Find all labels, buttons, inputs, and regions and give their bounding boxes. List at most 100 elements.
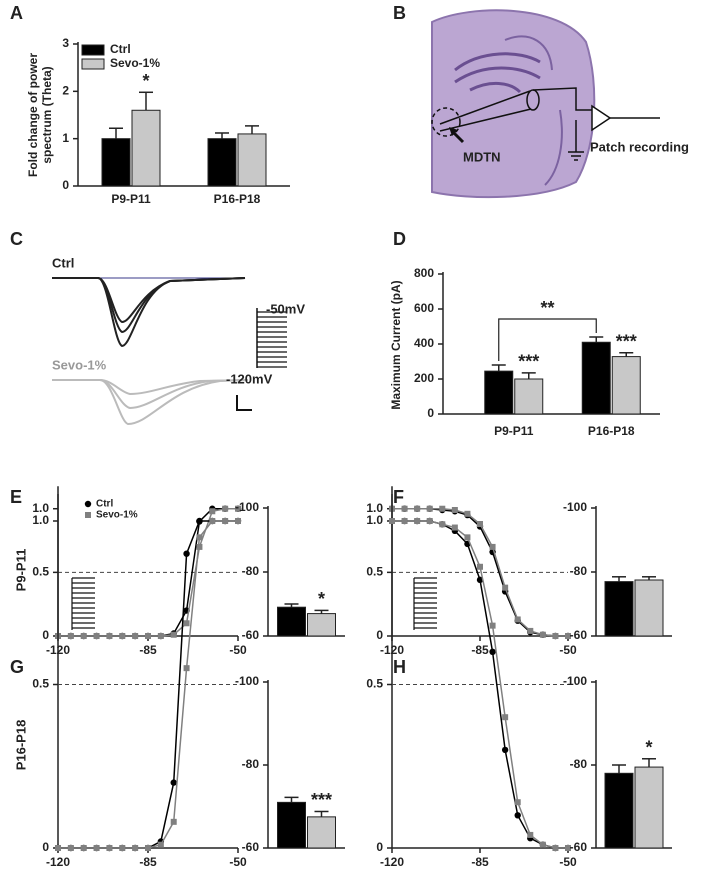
point xyxy=(157,841,164,848)
point xyxy=(565,633,571,639)
point xyxy=(80,633,87,639)
legend-swatch xyxy=(81,58,105,70)
point xyxy=(389,518,395,524)
point xyxy=(80,845,87,851)
annotation: Patch recording xyxy=(590,139,689,154)
point xyxy=(502,714,509,721)
bar xyxy=(611,356,641,415)
y-tick-label: 1.0 xyxy=(366,513,383,527)
point xyxy=(170,779,177,786)
panel-label: H xyxy=(393,657,406,677)
series-line xyxy=(58,507,238,637)
y-tick-label: -60 xyxy=(242,840,260,854)
point xyxy=(119,845,126,851)
point xyxy=(539,631,546,638)
bar xyxy=(484,370,514,415)
point xyxy=(489,622,496,629)
point xyxy=(183,665,190,672)
point xyxy=(106,633,113,639)
y-tick-label: 0 xyxy=(376,840,383,854)
bar xyxy=(277,606,306,637)
y-tick-label: 0 xyxy=(427,406,434,420)
significance-label: *** xyxy=(518,352,539,372)
point xyxy=(106,845,113,851)
y-axis-label: spectrum (Theta) xyxy=(40,66,54,163)
y-tick-label: 0 xyxy=(62,178,69,192)
x-tick-label: -50 xyxy=(229,643,247,657)
significance-label: *** xyxy=(616,332,637,352)
bar xyxy=(581,341,611,415)
legend-marker xyxy=(84,500,92,508)
point xyxy=(439,521,446,528)
bar xyxy=(514,378,544,415)
point xyxy=(145,633,151,639)
y-tick-label: 0 xyxy=(42,840,49,854)
panel-label: B xyxy=(393,3,406,23)
trace-label: Sevo-1% xyxy=(52,357,107,372)
point xyxy=(502,584,509,591)
point xyxy=(539,841,546,848)
point xyxy=(196,534,203,541)
point xyxy=(196,517,203,525)
x-tick-label: -50 xyxy=(559,855,577,869)
panel-label: C xyxy=(10,229,23,249)
point xyxy=(93,845,100,851)
x-tick-label: -50 xyxy=(559,643,577,657)
y-tick-label: 600 xyxy=(414,301,434,315)
y-tick-label: -60 xyxy=(242,628,260,642)
y-tick-label: 0 xyxy=(42,628,49,642)
y-tick-label: 0.5 xyxy=(366,677,383,691)
point xyxy=(489,543,496,550)
point xyxy=(67,633,74,639)
bar xyxy=(237,133,267,187)
point xyxy=(414,505,421,512)
x-tick-label: P9-P11 xyxy=(111,192,151,206)
x-tick-label: -50 xyxy=(229,855,247,869)
point xyxy=(55,845,61,851)
significance-label: *** xyxy=(311,790,332,810)
point xyxy=(235,505,241,512)
row-label: P16-P18 xyxy=(13,720,28,771)
bar xyxy=(307,816,336,849)
y-tick-label: -80 xyxy=(570,564,588,578)
y-axis-label: Maximum Current (pA) xyxy=(389,280,403,409)
y-tick-label: 0 xyxy=(376,628,383,642)
voltage-protocol xyxy=(71,311,437,630)
y-tick-label: 400 xyxy=(414,336,434,350)
x-tick-label: -85 xyxy=(471,855,489,869)
bar xyxy=(131,109,161,187)
point xyxy=(476,576,484,584)
point xyxy=(477,521,483,527)
point xyxy=(514,799,521,806)
point xyxy=(183,550,190,557)
point xyxy=(514,616,521,623)
x-tick-label: -120 xyxy=(46,855,70,869)
y-tick-label: -100 xyxy=(235,674,259,688)
point xyxy=(464,534,471,541)
series-line xyxy=(58,507,238,637)
y-tick-label: -100 xyxy=(563,500,587,514)
y-tick-label: 1.0 xyxy=(366,501,383,515)
trace-label: Ctrl xyxy=(52,255,74,270)
legend-label: Sevo-1% xyxy=(96,510,138,521)
y-tick-label: -80 xyxy=(570,757,588,771)
brain-slice xyxy=(431,9,660,199)
point xyxy=(222,505,229,512)
legend-label: Sevo-1% xyxy=(110,56,160,70)
point xyxy=(489,648,496,655)
point xyxy=(527,627,534,634)
point xyxy=(514,812,521,819)
panel-label: D xyxy=(393,229,406,249)
bar xyxy=(604,772,634,849)
panel-label: E xyxy=(10,487,22,507)
point xyxy=(552,845,559,851)
point xyxy=(183,620,190,627)
point xyxy=(209,518,216,524)
legend-swatch xyxy=(81,44,105,56)
point xyxy=(552,633,559,639)
legend-label: Ctrl xyxy=(96,499,113,510)
y-tick-label: -60 xyxy=(570,840,588,854)
significance-label: * xyxy=(318,589,325,609)
point xyxy=(209,508,216,515)
